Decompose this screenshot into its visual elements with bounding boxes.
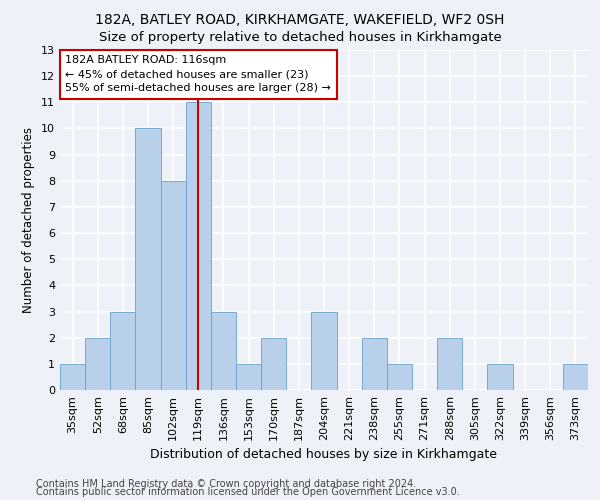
Bar — [85, 338, 110, 390]
Bar — [211, 312, 236, 390]
Text: 182A BATLEY ROAD: 116sqm
← 45% of detached houses are smaller (23)
55% of semi-d: 182A BATLEY ROAD: 116sqm ← 45% of detach… — [65, 55, 331, 93]
Text: Contains HM Land Registry data © Crown copyright and database right 2024.: Contains HM Land Registry data © Crown c… — [36, 479, 416, 489]
Bar — [362, 338, 387, 390]
Bar — [60, 364, 85, 390]
Bar — [136, 128, 161, 390]
Bar — [563, 364, 588, 390]
Bar — [487, 364, 512, 390]
Bar — [110, 312, 136, 390]
X-axis label: Distribution of detached houses by size in Kirkhamgate: Distribution of detached houses by size … — [151, 448, 497, 462]
Bar — [261, 338, 286, 390]
Bar — [437, 338, 462, 390]
Text: Contains public sector information licensed under the Open Government Licence v3: Contains public sector information licen… — [36, 487, 460, 497]
Bar — [387, 364, 412, 390]
Bar — [236, 364, 261, 390]
Text: 182A, BATLEY ROAD, KIRKHAMGATE, WAKEFIELD, WF2 0SH: 182A, BATLEY ROAD, KIRKHAMGATE, WAKEFIEL… — [95, 12, 505, 26]
Bar — [186, 102, 211, 390]
Y-axis label: Number of detached properties: Number of detached properties — [22, 127, 35, 313]
Bar — [311, 312, 337, 390]
Text: Size of property relative to detached houses in Kirkhamgate: Size of property relative to detached ho… — [98, 31, 502, 44]
Bar — [161, 181, 186, 390]
